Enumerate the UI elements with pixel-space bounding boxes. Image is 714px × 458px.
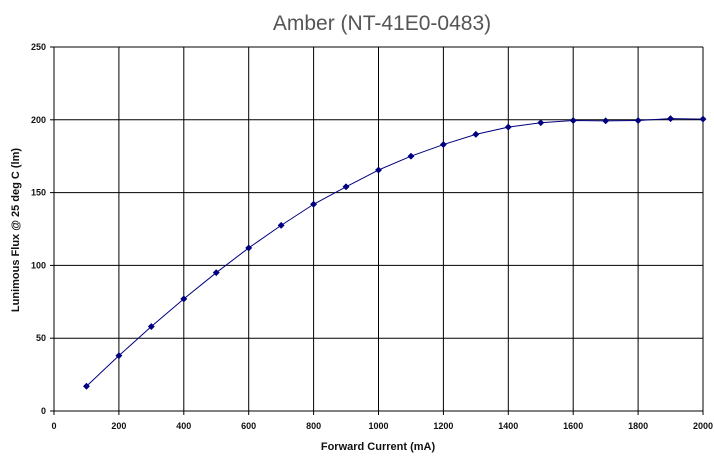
data-point (472, 130, 480, 138)
grid (50, 46, 704, 415)
y-axis-label: Lunimous Flux @ 25 deg C (lm) (10, 148, 22, 312)
data-point (82, 382, 91, 390)
x-tick-label: 0 (51, 421, 56, 431)
data-point (147, 322, 155, 331)
data-point (115, 352, 123, 360)
x-tick-label: 1400 (498, 421, 518, 431)
series-layer (82, 115, 707, 390)
x-tick-label: 1600 (563, 421, 583, 431)
data-point (537, 119, 545, 127)
y-tick-label: 50 (36, 333, 46, 343)
data-point (245, 244, 253, 252)
series-line (86, 118, 704, 387)
y-tick-label: 200 (31, 115, 46, 125)
data-point (569, 116, 577, 125)
data-point (407, 152, 415, 160)
data-point (180, 295, 188, 303)
y-tick-label: 250 (31, 42, 46, 52)
y-tick-label: 0 (41, 406, 46, 416)
data-point (666, 115, 675, 123)
data-point (439, 140, 447, 149)
x-tick-label: 800 (306, 421, 321, 431)
x-tick-label: 200 (111, 421, 126, 431)
chart-title: Amber (NT-41E0-0483) (273, 12, 491, 35)
data-point (310, 200, 318, 208)
data-point (699, 115, 707, 123)
x-tick-label: 2000 (693, 421, 713, 431)
x-tick-label: 600 (241, 421, 256, 431)
data-point (342, 183, 350, 191)
x-tick-label: 400 (176, 421, 191, 431)
x-tick-label: 1200 (433, 421, 453, 431)
data-point (212, 269, 220, 277)
y-tick-label: 100 (31, 260, 46, 270)
data-point (277, 221, 285, 229)
x-tick-label: 1000 (368, 421, 388, 431)
x-tick-label: 1800 (628, 421, 648, 431)
tick-labels: 0 200 400 600 800 1000 1200 1400 1600 1800 2000 0 50… (31, 42, 713, 431)
data-point (374, 166, 383, 174)
data-point (602, 117, 610, 125)
y-tick-label: 150 (31, 188, 46, 198)
data-point (504, 123, 512, 131)
data-point (634, 116, 642, 125)
x-axis-label: Forward Current (mA) (321, 441, 436, 453)
